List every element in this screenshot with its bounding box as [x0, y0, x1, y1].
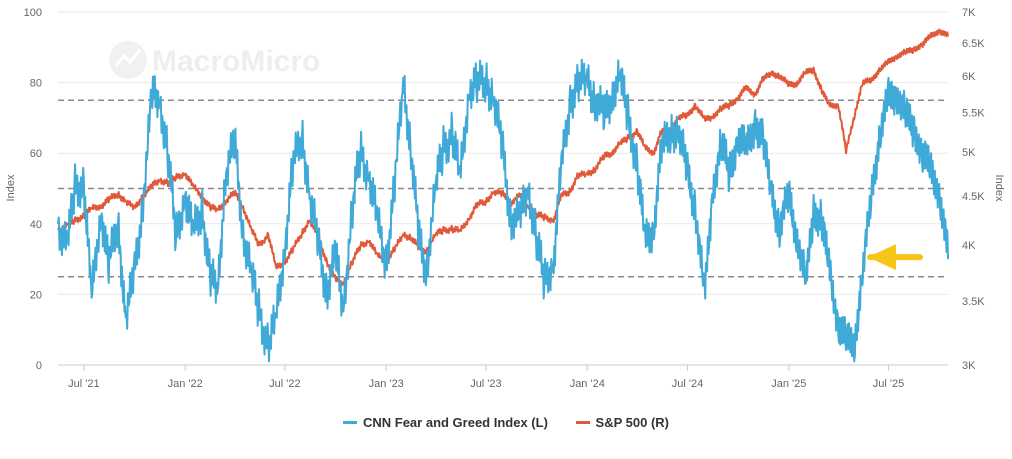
watermark-text: MacroMicro [152, 45, 320, 78]
legend-swatch-sp500 [575, 421, 590, 424]
arrow-head [868, 244, 896, 271]
left-tick-label: 0 [36, 360, 42, 372]
legend-item-sp500[interactable]: S&P 500 (R) [575, 415, 669, 430]
watermark-logo-glyph [114, 49, 142, 67]
right-axis: 3K 3.5K 4K 4.5K 5K 5.5K 6K 6.5K 7K [962, 7, 985, 372]
x-tick-label: Jul '23 [470, 378, 501, 390]
reference-lines [58, 99, 948, 278]
right-tick-label: 3.5K [962, 296, 985, 308]
legend-swatch-fear-greed [342, 421, 357, 424]
x-tick-label: Jul '22 [269, 378, 300, 390]
x-tick-label: Jul '24 [672, 378, 703, 390]
x-tick-label: Jan '24 [570, 378, 605, 390]
x-tick-label: Jan '22 [168, 378, 203, 390]
left-tick-label: 100 [24, 7, 42, 19]
chart-legend: CNN Fear and Greed Index (L) S&P 500 (R) [0, 412, 1012, 430]
series-line-sp500 [57, 28, 949, 287]
left-axis-title: Index [5, 174, 17, 201]
macromicro-watermark: MacroMicro [109, 41, 320, 79]
right-tick-label: 4.5K [962, 191, 985, 203]
right-tick-label: 4K [962, 240, 976, 252]
right-tick-label: 5K [962, 147, 976, 159]
left-axis: 0 20 40 60 80 100 [24, 7, 42, 372]
x-axis: Jul '21 Jan '22 Jul '22 Jan '23 Jul '23 Jan '… [58, 364, 948, 390]
plot-area [57, 28, 949, 363]
right-tick-label: 7K [962, 7, 976, 19]
x-tick-label: Jul '21 [68, 378, 99, 390]
x-tick-label: Jan '23 [369, 378, 404, 390]
series-line-fear-greed [57, 58, 949, 363]
left-tick-label: 80 [30, 78, 42, 90]
right-tick-label: 5.5K [962, 107, 985, 119]
legend-item-fear-greed[interactable]: CNN Fear and Greed Index (L) [342, 415, 548, 430]
x-tick-label: Jul '25 [873, 378, 904, 390]
legend-label-fear-greed: CNN Fear and Greed Index (L) [362, 415, 548, 430]
right-tick-label: 6.5K [962, 38, 985, 50]
left-tick-label: 60 [30, 148, 42, 160]
chart-canvas: MacroMicro 0 20 40 60 80 100 3K 3.5K 4K 4.5K 5K 5.… [5, 7, 1005, 390]
right-axis-title: Index [993, 175, 1005, 202]
right-tick-label: 6K [962, 71, 976, 83]
highlight-arrow-icon [867, 244, 923, 271]
right-tick-label: 3K [962, 360, 976, 372]
left-tick-label: 40 [30, 219, 42, 231]
left-tick-label: 20 [30, 289, 42, 301]
legend-label-sp500: S&P 500 (R) [595, 415, 669, 430]
x-tick-label: Jan '25 [771, 378, 806, 390]
